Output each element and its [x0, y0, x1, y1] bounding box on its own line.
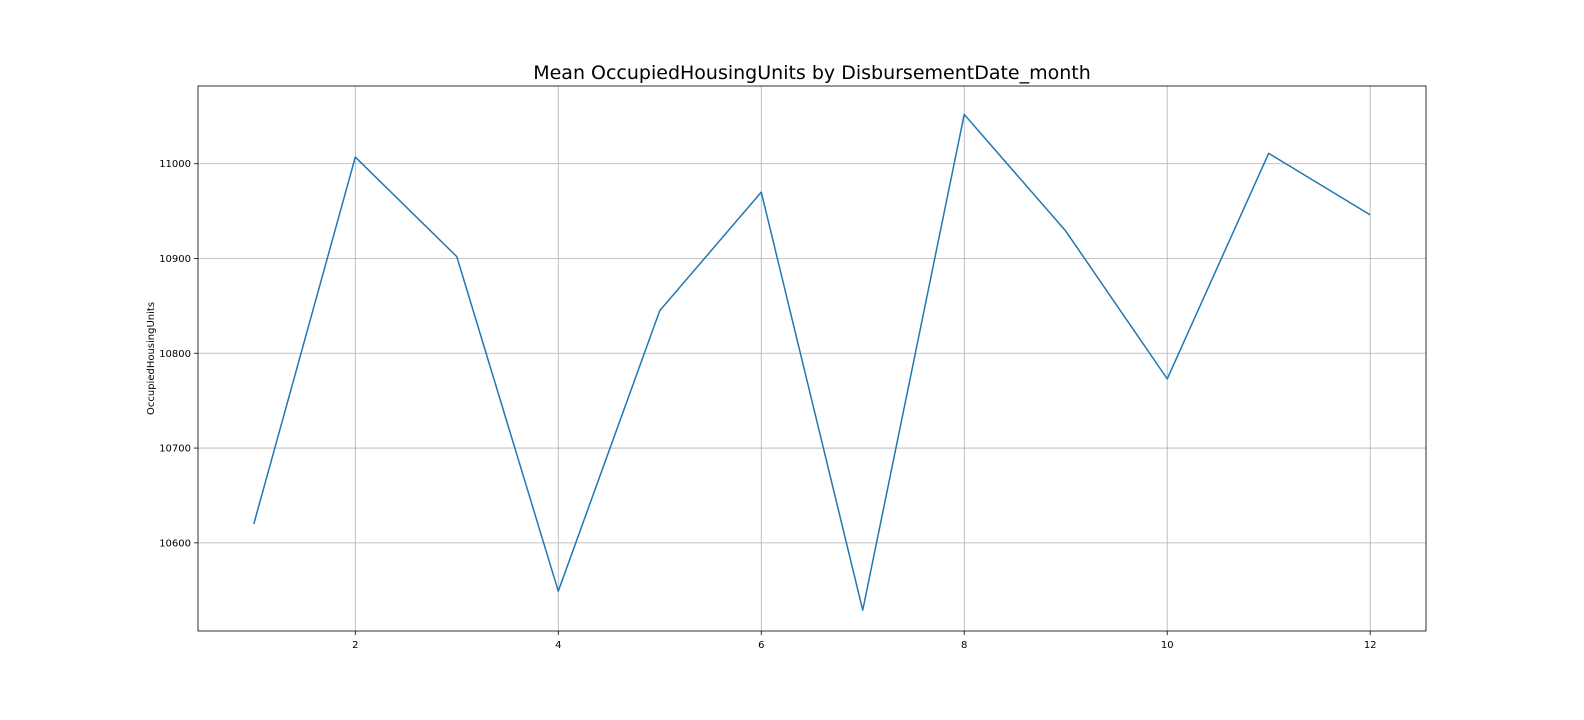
chart-title: Mean OccupiedHousingUnits by Disbursemen…	[533, 62, 1091, 84]
y-tick-label: 10700	[159, 444, 191, 455]
grid-lines	[198, 86, 1426, 631]
y-tick-label: 11000	[159, 159, 191, 170]
y-tick-label: 10600	[159, 538, 191, 549]
y-tick-label: 10800	[159, 349, 191, 360]
tick-marks	[194, 163, 1371, 635]
series-line	[253, 113, 1371, 611]
x-tick-label: 4	[555, 640, 561, 651]
y-axis-label: OccupiedHousingUnits	[146, 302, 157, 415]
x-tick-label: 12	[1364, 640, 1377, 651]
plot-frame	[197, 85, 1427, 632]
x-tick-label: 2	[352, 640, 358, 651]
x-tick-label: 8	[961, 640, 967, 651]
x-tick-label: 6	[758, 640, 764, 651]
x-tick-labels: 2 4 6 8 10 12	[352, 640, 1376, 651]
y-tick-labels: 10600 10700 10800 10900 11000	[159, 159, 191, 549]
series-layer	[253, 113, 1371, 611]
x-tick-label: 10	[1161, 640, 1174, 651]
y-tick-label: 10900	[159, 254, 191, 265]
